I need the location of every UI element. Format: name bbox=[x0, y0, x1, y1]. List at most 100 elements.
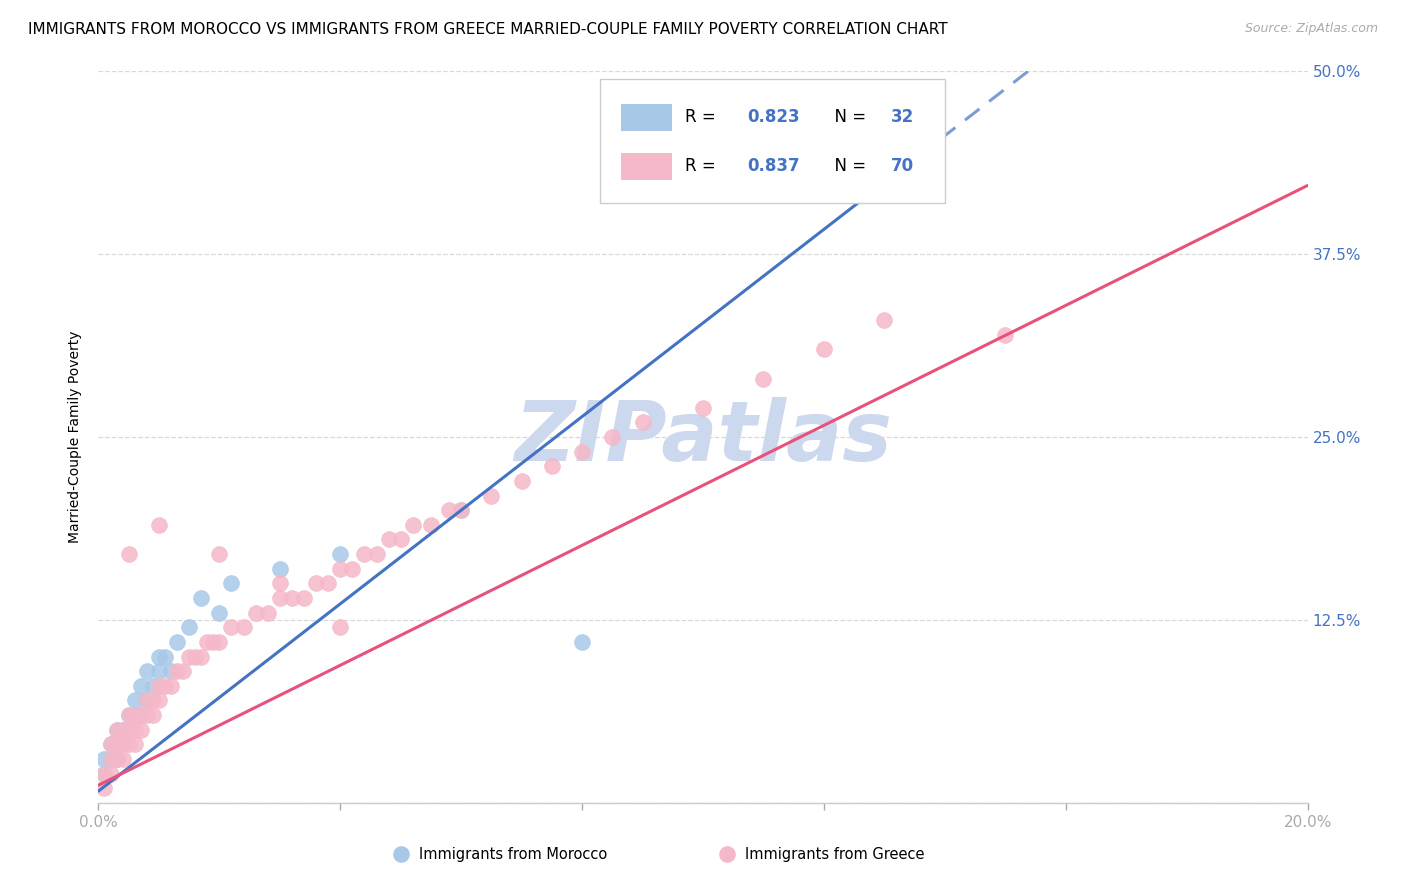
Point bbox=[124, 693, 146, 707]
Point bbox=[153, 649, 176, 664]
Point bbox=[221, 576, 243, 591]
Point bbox=[100, 752, 122, 766]
Point bbox=[124, 723, 146, 737]
Point bbox=[329, 547, 352, 561]
Text: 0.837: 0.837 bbox=[748, 158, 800, 176]
Point bbox=[124, 708, 146, 723]
Point bbox=[105, 723, 128, 737]
Point bbox=[221, 620, 243, 634]
Point bbox=[111, 723, 134, 737]
Point bbox=[111, 723, 134, 737]
Point bbox=[166, 664, 188, 678]
Point bbox=[172, 664, 194, 678]
Point bbox=[602, 430, 624, 444]
Point bbox=[124, 708, 146, 723]
Point bbox=[190, 649, 212, 664]
Point bbox=[292, 591, 315, 605]
Point bbox=[281, 591, 304, 605]
Point bbox=[437, 503, 460, 517]
Point bbox=[118, 547, 141, 561]
Point bbox=[135, 693, 157, 707]
Text: R =: R = bbox=[685, 109, 721, 127]
Point bbox=[269, 576, 291, 591]
Point bbox=[105, 737, 128, 751]
Point bbox=[166, 635, 188, 649]
Point bbox=[813, 343, 835, 357]
Point bbox=[111, 752, 134, 766]
Point bbox=[129, 723, 152, 737]
Point bbox=[100, 737, 122, 751]
Point bbox=[450, 503, 472, 517]
Bar bbox=[621, 103, 672, 131]
Point bbox=[389, 533, 412, 547]
Point bbox=[142, 679, 165, 693]
Text: N =: N = bbox=[824, 109, 872, 127]
Point bbox=[105, 752, 128, 766]
Text: ZIPatlas: ZIPatlas bbox=[515, 397, 891, 477]
Point bbox=[118, 723, 141, 737]
Point bbox=[105, 737, 128, 751]
Point bbox=[269, 591, 291, 605]
Text: 70: 70 bbox=[890, 158, 914, 176]
Bar bbox=[621, 153, 672, 180]
Point bbox=[111, 737, 134, 751]
Point bbox=[692, 401, 714, 415]
Point bbox=[366, 547, 388, 561]
Point bbox=[256, 606, 278, 620]
Point bbox=[540, 459, 562, 474]
Point bbox=[93, 766, 115, 780]
Point bbox=[160, 679, 183, 693]
Point bbox=[118, 708, 141, 723]
Point bbox=[305, 576, 328, 591]
Point bbox=[93, 752, 115, 766]
Point bbox=[160, 664, 183, 678]
Text: Immigrants from Greece: Immigrants from Greece bbox=[745, 847, 925, 862]
Point bbox=[129, 708, 152, 723]
Point bbox=[269, 562, 291, 576]
Point bbox=[148, 693, 170, 707]
Point bbox=[148, 649, 170, 664]
Point bbox=[571, 635, 593, 649]
Point bbox=[100, 737, 122, 751]
Y-axis label: Married-Couple Family Poverty: Married-Couple Family Poverty bbox=[69, 331, 83, 543]
Point bbox=[202, 635, 225, 649]
Point bbox=[510, 474, 533, 488]
Point bbox=[148, 664, 170, 678]
Point bbox=[111, 737, 134, 751]
Point bbox=[245, 606, 267, 620]
Point bbox=[105, 752, 128, 766]
Point bbox=[118, 723, 141, 737]
Point bbox=[142, 708, 165, 723]
Point bbox=[208, 606, 231, 620]
Point bbox=[118, 708, 141, 723]
Point bbox=[135, 708, 157, 723]
Point bbox=[105, 723, 128, 737]
Point bbox=[329, 620, 352, 634]
Point bbox=[135, 693, 157, 707]
Point bbox=[481, 489, 503, 503]
Point bbox=[148, 679, 170, 693]
Text: Immigrants from Morocco: Immigrants from Morocco bbox=[419, 847, 607, 862]
Point bbox=[994, 327, 1017, 342]
FancyBboxPatch shape bbox=[600, 78, 945, 203]
Point bbox=[353, 547, 375, 561]
Point bbox=[195, 635, 218, 649]
Point bbox=[402, 517, 425, 532]
Point bbox=[179, 620, 201, 634]
Point bbox=[232, 620, 254, 634]
Point bbox=[100, 752, 122, 766]
Point bbox=[450, 503, 472, 517]
Text: Source: ZipAtlas.com: Source: ZipAtlas.com bbox=[1244, 22, 1378, 36]
Point bbox=[142, 693, 165, 707]
Point bbox=[148, 517, 170, 532]
Point bbox=[93, 766, 115, 780]
Text: R =: R = bbox=[685, 158, 721, 176]
Point bbox=[129, 708, 152, 723]
Text: 32: 32 bbox=[890, 109, 914, 127]
Point bbox=[190, 591, 212, 605]
Point bbox=[179, 649, 201, 664]
Point bbox=[377, 533, 399, 547]
Text: 0.823: 0.823 bbox=[748, 109, 800, 127]
Point bbox=[100, 766, 122, 780]
Point bbox=[571, 444, 593, 458]
